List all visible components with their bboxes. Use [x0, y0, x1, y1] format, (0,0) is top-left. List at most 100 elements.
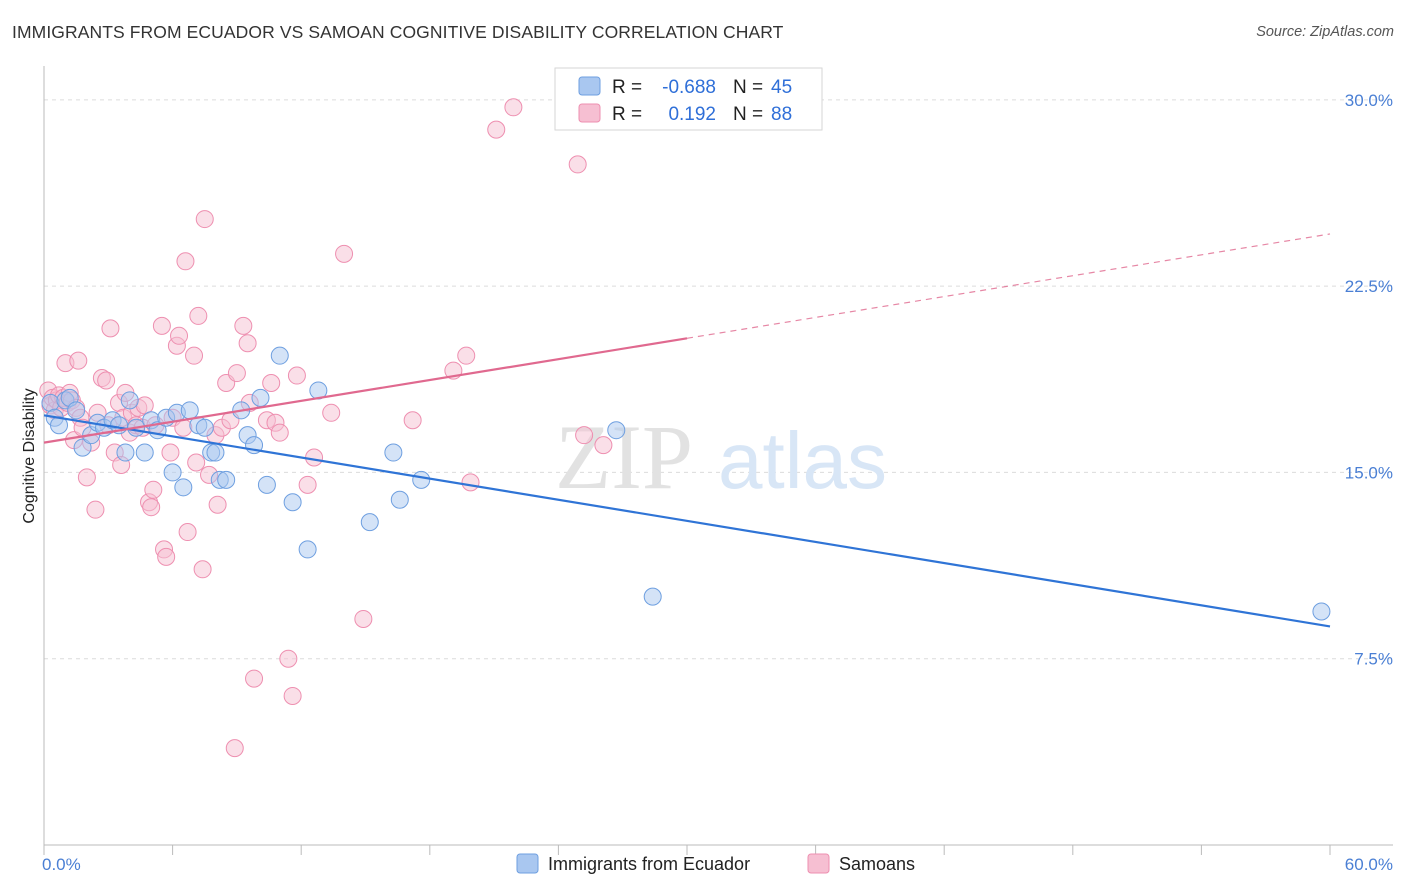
legend-n-label: N =	[733, 104, 763, 125]
samoans-point	[195, 210, 214, 229]
samoans-point	[322, 403, 341, 422]
samoans-point	[77, 468, 96, 487]
samoans-point	[101, 319, 120, 338]
ecuador-point	[41, 393, 60, 412]
x-tick-label: 0.0%	[42, 855, 81, 874]
ecuador-point	[607, 421, 626, 440]
y-tick-labels: 7.5% 15.0% 22.5% 30.0%	[1345, 91, 1393, 669]
samoans-point	[97, 371, 116, 390]
samoans-point	[594, 436, 613, 455]
samoans-point	[189, 306, 208, 325]
ecuador-point	[643, 587, 662, 606]
ecuador-point	[270, 346, 289, 365]
samoans-point	[575, 426, 594, 445]
trend-lines	[43, 233, 1331, 628]
ecuador-point	[251, 388, 270, 407]
samoans-point	[157, 547, 176, 566]
samoans-point	[187, 453, 206, 472]
gridlines	[44, 99, 1393, 660]
samoans-point	[403, 411, 422, 430]
samoans-point	[457, 346, 476, 365]
chart-title: IMMIGRANTS FROM ECUADOR VS SAMOAN COGNIT…	[12, 22, 784, 42]
samoans-point	[270, 423, 289, 442]
ecuador-point	[180, 401, 199, 420]
samoans-point	[227, 364, 246, 383]
ecuador-point	[298, 540, 317, 559]
ecuador-point	[412, 470, 431, 489]
legend-n-value-blue: 45	[771, 77, 792, 98]
bottom-legend-swatch-pink	[807, 853, 830, 874]
y-tick-label: 15.0%	[1345, 463, 1393, 482]
samoans-point	[193, 560, 212, 579]
samoans-point	[142, 498, 161, 517]
samoans-point	[234, 316, 253, 335]
ecuador-point	[360, 513, 379, 532]
samoans-point	[185, 346, 204, 365]
ecuador-point	[135, 443, 154, 462]
legend-n-value-pink: 88	[771, 104, 792, 125]
legend-n-label: N =	[733, 77, 763, 98]
samoans-point	[86, 500, 105, 519]
y-tick-label: 22.5%	[1345, 277, 1393, 296]
samoans-trend-line	[43, 337, 688, 444]
samoans-point	[208, 495, 227, 514]
samoans-point	[461, 473, 480, 492]
samoans-point	[335, 244, 354, 263]
x-tick-label: 60.0%	[1345, 855, 1393, 874]
ecuador-trend-line	[43, 414, 1331, 628]
legend-r-value-pink: 0.192	[668, 104, 716, 125]
axes	[43, 66, 1393, 855]
samoans-point	[225, 739, 244, 758]
ecuador-point	[283, 493, 302, 512]
legend-r-label: R =	[612, 104, 642, 125]
samoans-trend-extension	[686, 233, 1331, 339]
ecuador-point	[174, 478, 193, 497]
samoans-point	[178, 523, 197, 542]
ecuador-point	[217, 470, 236, 489]
samoans-point	[245, 669, 264, 688]
samoans-point	[487, 120, 506, 139]
source-label: Source: ZipAtlas.com	[1256, 24, 1394, 40]
samoans-point	[238, 334, 257, 353]
legend-r-value-blue: -0.688	[662, 77, 716, 98]
ecuador-point	[390, 490, 409, 509]
y-tick-label: 30.0%	[1345, 91, 1393, 110]
ecuador-point	[116, 443, 135, 462]
ecuador-point	[67, 401, 86, 420]
watermark-atlas: atlas	[718, 416, 887, 505]
ecuador-point	[206, 443, 225, 462]
samoans-point	[152, 316, 171, 335]
samoans-point	[354, 609, 373, 628]
x-tick-labels: 0.0% 60.0%	[42, 855, 1393, 874]
samoans-point	[262, 374, 281, 392]
y-axis-title: Cognitive Disability	[21, 388, 38, 523]
samoans-point	[298, 475, 317, 494]
series-legend: Immigrants from Ecuador Samoans	[516, 853, 915, 874]
watermark: ZIP atlas	[555, 406, 887, 508]
samoans-point	[504, 98, 523, 117]
ecuador-point	[163, 463, 182, 482]
ecuador-point	[257, 475, 276, 494]
bottom-legend-label-blue: Immigrants from Ecuador	[548, 854, 750, 874]
ecuador-point	[73, 438, 92, 457]
bottom-legend-swatch-blue	[516, 853, 539, 874]
y-tick-label: 7.5%	[1354, 650, 1393, 669]
ecuador-point	[195, 418, 214, 437]
samoans-point	[144, 480, 163, 499]
bottom-legend-label-pink: Samoans	[839, 854, 915, 874]
legend-swatch-blue	[578, 76, 601, 96]
samoans-point	[305, 448, 324, 467]
series-ecuador-points	[41, 346, 1331, 621]
samoans-point	[161, 443, 180, 462]
samoans-point	[568, 155, 587, 174]
legend-r-label: R =	[612, 77, 642, 98]
samoans-point	[283, 686, 302, 705]
samoans-point	[279, 649, 298, 668]
ecuador-point	[1312, 602, 1331, 621]
samoans-point	[176, 252, 195, 271]
watermark-zip: ZIP	[555, 406, 693, 508]
ecuador-point	[120, 391, 139, 410]
samoans-point	[69, 351, 88, 370]
legend-swatch-pink	[578, 103, 601, 123]
